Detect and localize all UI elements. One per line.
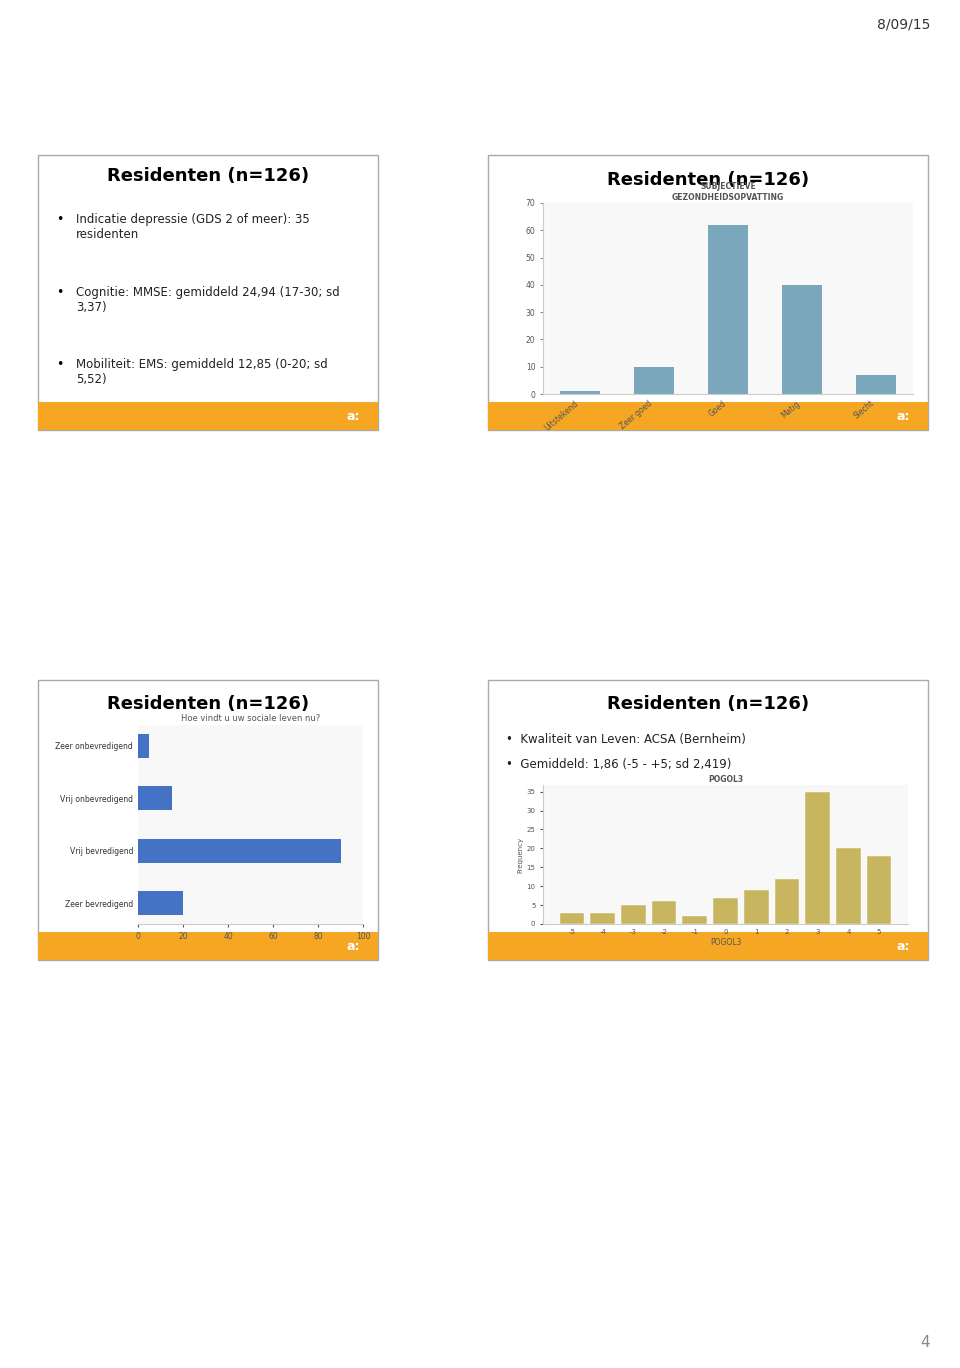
- X-axis label: POGOL3: POGOL3: [709, 937, 741, 947]
- Bar: [713, 897, 738, 923]
- Title: POGOL3: POGOL3: [708, 776, 743, 784]
- Bar: [488, 680, 928, 960]
- Bar: [488, 155, 928, 430]
- Bar: [38, 680, 378, 960]
- Text: •: •: [57, 213, 63, 226]
- Text: a:: a:: [897, 409, 910, 423]
- Bar: [138, 787, 172, 810]
- Text: •  Kwaliteit van Leven: ACSA (Bernheim): • Kwaliteit van Leven: ACSA (Bernheim): [506, 733, 746, 747]
- Bar: [488, 402, 928, 430]
- Text: Mobiliteit: EMS: gemiddeld 12,85 (0-20; sd
5,52): Mobiliteit: EMS: gemiddeld 12,85 (0-20; …: [76, 358, 327, 386]
- Bar: [805, 792, 830, 923]
- Bar: [138, 892, 183, 915]
- Text: a:: a:: [347, 940, 360, 952]
- Bar: [488, 932, 928, 960]
- Bar: [138, 839, 341, 862]
- Text: •: •: [57, 358, 63, 372]
- Text: 8/09/15: 8/09/15: [876, 18, 930, 31]
- Text: Indicatie depressie (GDS 2 of meer): 35
residenten: Indicatie depressie (GDS 2 of meer): 35 …: [76, 213, 310, 241]
- Text: a:: a:: [347, 409, 360, 423]
- Text: •: •: [57, 286, 63, 298]
- Bar: [560, 912, 585, 923]
- Text: Cognitie: MMSE: gemiddeld 24,94 (17-30; sd
3,37): Cognitie: MMSE: gemiddeld 24,94 (17-30; …: [76, 286, 340, 313]
- Text: a:: a:: [897, 940, 910, 952]
- Y-axis label: Frequency: Frequency: [517, 836, 523, 873]
- Text: Residenten (n=126): Residenten (n=126): [107, 695, 309, 713]
- Bar: [708, 224, 749, 394]
- Bar: [652, 902, 677, 923]
- Text: •  Gemiddeld: 1,86 (-5 - +5; sd 2,419): • Gemiddeld: 1,86 (-5 - +5; sd 2,419): [506, 758, 732, 772]
- Title: Hoe vindt u uw sociale leven nu?: Hoe vindt u uw sociale leven nu?: [180, 714, 320, 722]
- Text: Residenten (n=126): Residenten (n=126): [607, 695, 809, 713]
- Bar: [560, 391, 600, 394]
- Text: Residenten (n=126): Residenten (n=126): [107, 167, 309, 185]
- Text: Residenten (n=126): Residenten (n=126): [607, 171, 809, 189]
- Bar: [138, 735, 149, 758]
- Bar: [781, 285, 823, 394]
- Bar: [38, 402, 378, 430]
- Title: SUBJECTIEVE
GEZONDHEIDSOPVATTING: SUBJECTIEVE GEZONDHEIDSOPVATTING: [672, 182, 784, 202]
- Bar: [621, 906, 646, 923]
- Text: 4: 4: [921, 1335, 930, 1350]
- Bar: [744, 891, 769, 923]
- Bar: [867, 856, 892, 923]
- Bar: [590, 912, 615, 923]
- Bar: [855, 375, 897, 394]
- Bar: [38, 155, 378, 430]
- Bar: [634, 367, 675, 394]
- Bar: [836, 848, 861, 923]
- Bar: [775, 878, 800, 923]
- Bar: [683, 917, 708, 923]
- Bar: [38, 932, 378, 960]
